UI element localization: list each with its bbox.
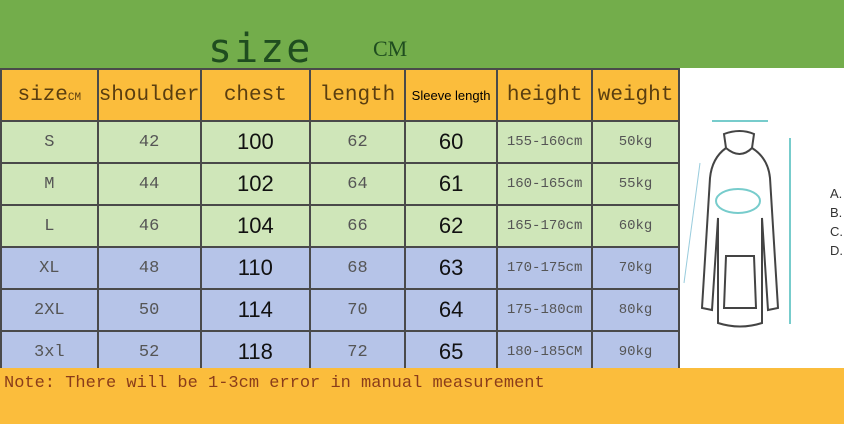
table-row: L 46 104 66 62 165-170cm 60kg <box>0 204 680 248</box>
cell-sleeve-length: 62 <box>403 204 499 248</box>
diagram-label: A. <box>830 186 843 201</box>
cell-length: 70 <box>309 288 406 332</box>
cell-weight: 90kg <box>591 330 680 374</box>
cell-size: M <box>0 162 99 206</box>
cell-length: 66 <box>309 204 406 248</box>
header-shoulder: shoulder <box>96 68 202 122</box>
cell-sleeve-length: 60 <box>403 120 499 164</box>
diagram-label: D. <box>830 243 843 258</box>
table-row: S 42 100 62 60 155-160cm 50kg <box>0 120 680 164</box>
cell-weight: 80kg <box>591 288 680 332</box>
cell-shoulder: 44 <box>96 162 202 206</box>
cell-length: 68 <box>309 246 406 290</box>
cell-sleeve-length: 65 <box>403 330 499 374</box>
cell-weight: 60kg <box>591 204 680 248</box>
size-table: sizeCM shoulder chest length Sleeve leng… <box>0 68 680 374</box>
table-row: 3xl 52 118 72 65 180-185CM 90kg <box>0 330 680 374</box>
cell-sleeve-length: 61 <box>403 162 499 206</box>
header-size: sizeCM <box>0 68 99 122</box>
cell-height: 165-170cm <box>496 204 594 248</box>
cell-shoulder: 52 <box>96 330 202 374</box>
cell-shoulder: 46 <box>96 204 202 248</box>
table-row: M 44 102 64 61 160-165cm 55kg <box>0 162 680 206</box>
diagram-label: C. <box>830 224 843 239</box>
note-text: Note: There will be 1-3cm error in manua… <box>4 374 545 393</box>
cell-chest: 110 <box>199 246 312 290</box>
cell-weight: 50kg <box>591 120 680 164</box>
header-chest: chest <box>199 68 312 122</box>
header-length: length <box>309 68 406 122</box>
table-row: XL 48 110 68 63 170-175cm 70kg <box>0 246 680 290</box>
cell-chest: 102 <box>199 162 312 206</box>
cell-size: 2XL <box>0 288 99 332</box>
cell-length: 72 <box>309 330 406 374</box>
cell-size: S <box>0 120 99 164</box>
cell-height: 155-160cm <box>496 120 594 164</box>
cell-height: 160-165cm <box>496 162 594 206</box>
cell-size: 3xl <box>0 330 99 374</box>
cell-weight: 70kg <box>591 246 680 290</box>
cell-size: L <box>0 204 99 248</box>
chart-title: size <box>208 26 313 72</box>
cell-chest: 114 <box>199 288 312 332</box>
table-row: 2XL 50 114 70 64 175-180cm 80kg <box>0 288 680 332</box>
cell-size: XL <box>0 246 99 290</box>
hoodie-diagram: A. B. C. D. <box>680 68 844 368</box>
cell-length: 64 <box>309 162 406 206</box>
cell-chest: 104 <box>199 204 312 248</box>
cell-length: 62 <box>309 120 406 164</box>
title-banner: size CM <box>0 0 844 72</box>
cell-sleeve-length: 63 <box>403 246 499 290</box>
cell-weight: 55kg <box>591 162 680 206</box>
cell-chest: 118 <box>199 330 312 374</box>
hoodie-icon <box>683 120 791 328</box>
diagram-label: B. <box>830 205 843 220</box>
cell-height: 170-175cm <box>496 246 594 290</box>
cell-chest: 100 <box>199 120 312 164</box>
cell-shoulder: 48 <box>96 246 202 290</box>
header-row: sizeCM shoulder chest length Sleeve leng… <box>0 68 680 122</box>
cell-shoulder: 42 <box>96 120 202 164</box>
unit-label: CM <box>373 36 408 61</box>
cell-sleeve-length: 64 <box>403 288 499 332</box>
cell-height: 175-180cm <box>496 288 594 332</box>
header-height: height <box>496 68 594 122</box>
cell-shoulder: 50 <box>96 288 202 332</box>
cell-height: 180-185CM <box>496 330 594 374</box>
note-bar: Note: There will be 1-3cm error in manua… <box>0 368 844 424</box>
header-weight: weight <box>591 68 680 122</box>
header-sleeve-length: Sleeve length <box>403 68 499 122</box>
